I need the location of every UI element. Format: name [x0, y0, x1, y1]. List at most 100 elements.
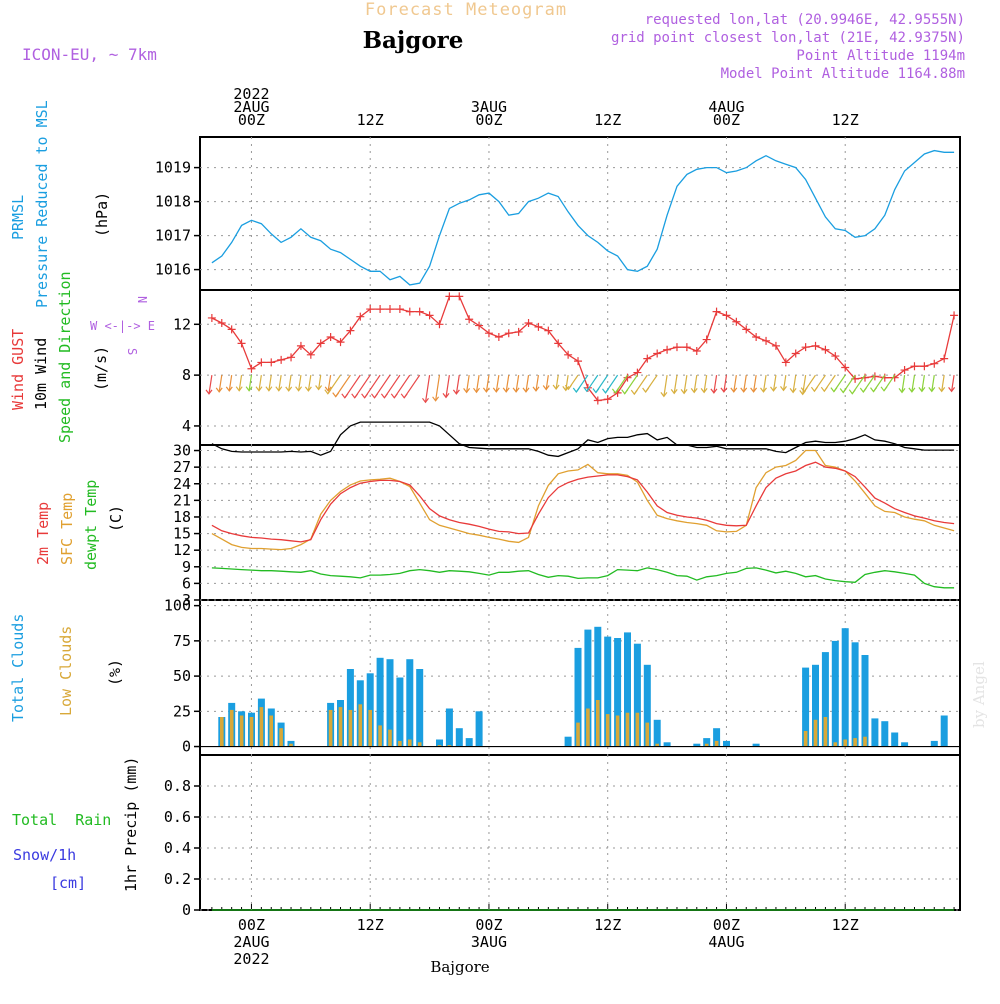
- gust-point: [524, 319, 533, 328]
- low-cloud-bar: [635, 712, 640, 747]
- wind-arrow: [218, 375, 223, 392]
- gust-point: [643, 354, 652, 363]
- wind-arrow-head: [780, 386, 787, 392]
- wind-arrow-head: [642, 387, 650, 393]
- rain-label: Total Rain: [12, 811, 111, 829]
- cloud-unit: (%): [106, 659, 124, 686]
- wind-arrow-head: [400, 393, 408, 399]
- gust-point: [653, 349, 662, 358]
- wind-arrow-head: [720, 387, 728, 393]
- low-cloud-bar: [378, 725, 382, 747]
- precip-axis-label: 1hr Precip (mm): [122, 757, 140, 892]
- gust-point: [940, 354, 949, 363]
- total-cloud-bar: [802, 667, 810, 747]
- gust-point: [712, 307, 721, 316]
- gust-point: [257, 358, 266, 367]
- gust-point: [821, 345, 830, 354]
- total-cloud-bar: [723, 740, 730, 747]
- top-time-label: 00Z: [475, 111, 502, 129]
- wind-arrow: [931, 375, 935, 392]
- wind-arrow: [683, 375, 688, 394]
- cloud-labels: Total Clouds Low Clouds (%): [9, 614, 124, 722]
- total-cloud-bar: [901, 742, 909, 747]
- total-cloud-bar: [614, 638, 622, 747]
- total-cloud-bar: [594, 626, 602, 747]
- total-cloud-bar: [752, 743, 760, 747]
- y-tick-label: 1017: [155, 227, 191, 245]
- gust-point: [217, 319, 226, 328]
- gust-point: [356, 312, 365, 321]
- wind-arrow-head: [225, 386, 233, 392]
- gust-point: [574, 357, 583, 366]
- wind-arrow: [565, 375, 569, 391]
- wind-gust-label: Wind GUST: [9, 329, 27, 410]
- total-cloud-bar: [861, 655, 869, 747]
- gust-point: [484, 329, 493, 338]
- wind-arrow-head: [730, 387, 738, 393]
- wind-arrow: [475, 375, 480, 393]
- compass-n: N: [135, 296, 149, 303]
- wind-arrow-head: [542, 385, 550, 391]
- gust-point: [554, 339, 563, 348]
- gust-point: [880, 373, 889, 382]
- gust-point: [247, 364, 256, 373]
- top-time-label: 3AUG: [471, 98, 507, 116]
- wind-arrow-head: [502, 387, 510, 393]
- bottom-time-label: 12Z: [357, 916, 384, 934]
- wind-arrow-head: [770, 386, 777, 392]
- y-tick-label: 1018: [155, 193, 191, 211]
- low-cloud-bar: [605, 714, 610, 747]
- wind-arrow-head: [670, 389, 678, 395]
- total-cloud-bar: [436, 739, 443, 747]
- total-cloud-bar: [871, 718, 879, 747]
- wind-arrow: [733, 375, 737, 392]
- total-cloud-bar: [821, 652, 829, 747]
- gust-point: [732, 317, 741, 326]
- total-cloud-bar: [643, 664, 651, 747]
- gust-point: [207, 313, 216, 322]
- gust-point: [534, 322, 543, 331]
- total-cloud-bar: [653, 719, 661, 747]
- wind-arrow-head: [928, 387, 936, 393]
- wind-arrow: [713, 375, 718, 393]
- pressure-label-msl: Pressure Reduced to MSL: [33, 100, 51, 308]
- gust-point: [870, 372, 879, 381]
- wind-arrow: [753, 375, 757, 392]
- gust-point: [861, 373, 869, 382]
- wind-arrow-head: [473, 387, 480, 394]
- wind-arrow-head: [880, 386, 888, 392]
- temp-dew-label: dewpt Temp: [82, 480, 100, 570]
- footer-location: Bajgore: [430, 958, 489, 976]
- y-tick-label: 27: [173, 458, 191, 476]
- wind-arrow: [743, 375, 747, 392]
- y-tick-label: 1016: [155, 261, 191, 279]
- y-tick-label: 9: [182, 558, 191, 576]
- pressure-line: [211, 149, 955, 286]
- wind-arrow-head: [351, 393, 359, 399]
- gust-point: [306, 350, 315, 359]
- wind-arrow-head: [432, 396, 440, 402]
- wind-arrow-head: [255, 386, 263, 392]
- wind-arrow-head: [870, 387, 877, 393]
- wind-arrow: [555, 375, 559, 390]
- gust-point: [910, 362, 919, 371]
- wind-arrow-head: [463, 388, 471, 394]
- wind-arrow: [703, 375, 708, 393]
- wind-arrow: [466, 375, 470, 393]
- gust-point: [445, 292, 454, 301]
- wind-arrow-head: [324, 386, 332, 392]
- y-tick-label: 4: [182, 417, 191, 435]
- gust-point: [296, 341, 305, 350]
- bottom-time-label: 00Z: [238, 916, 265, 934]
- wind-arrow: [268, 375, 272, 391]
- total-cloud-bar: [416, 669, 424, 747]
- low-cloud-bar: [645, 722, 650, 747]
- wind-arrow-head: [442, 393, 450, 399]
- wind-arrow-head: [564, 384, 572, 391]
- compass-s: S: [125, 348, 139, 355]
- chart-title: Forecast Meteogram: [365, 0, 567, 20]
- total-cloud-bar: [346, 669, 354, 747]
- y-tick-label: 75: [173, 632, 191, 650]
